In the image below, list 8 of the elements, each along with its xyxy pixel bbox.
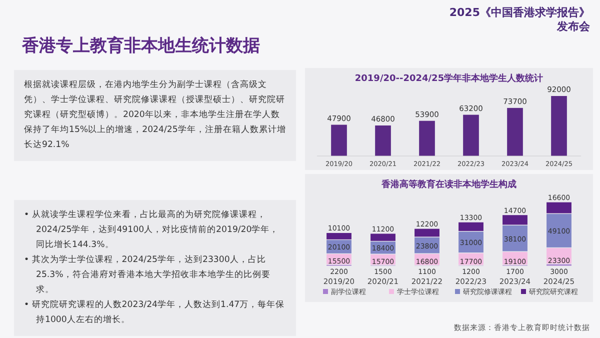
text: 2025《中国香港求学报告》发布会 <box>448 6 590 34</box>
text: • 从就读学生课程学位来看，占比最高的为研究院修课课程，2024/25学年，达到49100人，对比疫情前的2019/20学年，同比增长144.3%。 <box>24 208 280 252</box>
text: 根据就读课程层级，在港内地学生分为副学士课程（含高级文凭）、学士学位课程、研究院修课课程（授课型硕士）、研究院研究课程（研究型硕博）。2020年以来，非本地学生注册在学人数保持了年均15%以上的增速，2024/25学年，注册在籍人数累计增长达92.1% <box>14 70 296 161</box>
text: • 其次为学士学位课程，2024/25学年，达到23300人，占比25.3%，符合港府对香港本地大学招收非本地学生的比例要求。 <box>24 254 272 297</box>
text: • 研究院研究课程的人数2023/24学年，人数达到1.47万，每年保持1000人左右的增长。 <box>24 299 286 327</box>
chart-title: 香港高等教育在读非本地学生构成 <box>380 178 516 190</box>
text: 香港专上教育非本地生统计数据 <box>22 35 260 57</box>
chart-title: 2019/20--2024/25学年非本地学生人数统计 <box>354 73 544 84</box>
